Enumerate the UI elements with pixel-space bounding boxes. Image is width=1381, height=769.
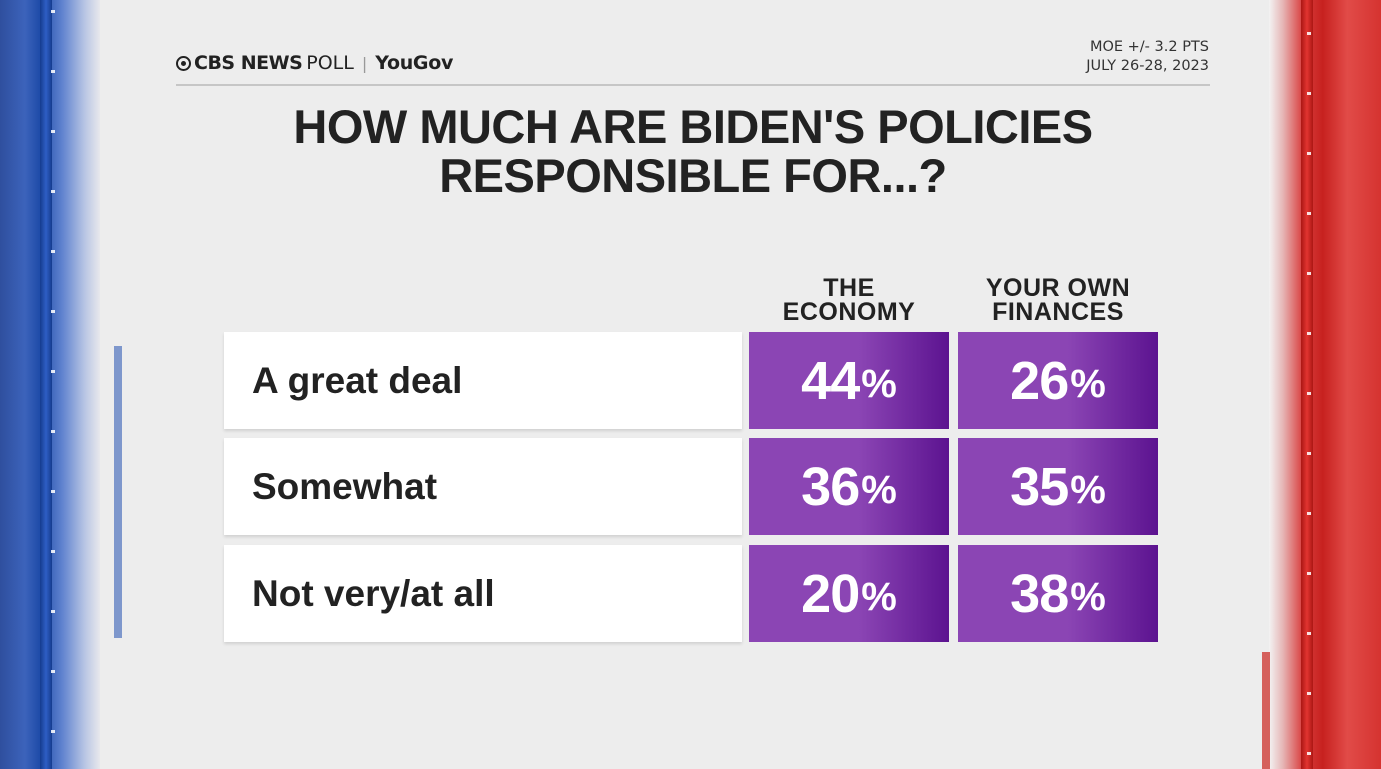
brand-primary: CBS NEWS bbox=[194, 52, 303, 74]
column-header-line: THE bbox=[823, 274, 875, 302]
row-label: A great deal bbox=[224, 332, 742, 429]
column-header-line: ECONOMY bbox=[782, 298, 916, 326]
chart-title-line-2: RESPONSIBLE FOR...? bbox=[439, 149, 947, 202]
left-rail bbox=[40, 0, 52, 769]
rail-tick bbox=[51, 610, 55, 613]
poll-dates: JULY 26-28, 2023 bbox=[1086, 58, 1209, 74]
right-rail bbox=[1301, 0, 1313, 769]
percent-sign: % bbox=[1070, 468, 1106, 512]
left-decoration-blue bbox=[0, 0, 100, 769]
rail-tick bbox=[1307, 272, 1311, 275]
column-header-line: FINANCES bbox=[992, 298, 1124, 326]
right-decoration-red bbox=[1269, 0, 1381, 769]
column-header-line: YOUR OWN bbox=[985, 274, 1131, 302]
value-number: 44 bbox=[801, 350, 860, 411]
left-accent-bar bbox=[114, 346, 122, 638]
poll-meta: MOE +/- 3.2 PTS JULY 26-28, 2023 bbox=[1086, 38, 1209, 76]
rail-tick bbox=[1307, 32, 1311, 35]
value-cell: 36% bbox=[749, 438, 949, 535]
chart-title-line-1: HOW MUCH ARE BIDEN'S POLICIES bbox=[293, 100, 1093, 153]
percent-sign: % bbox=[1070, 575, 1106, 619]
rail-tick bbox=[1307, 692, 1311, 695]
rail-tick bbox=[51, 130, 55, 133]
row-label: Not very/at all bbox=[224, 545, 742, 642]
value-cell: 44% bbox=[749, 332, 949, 429]
rail-tick bbox=[1307, 212, 1311, 215]
brand-logo: CBS NEWS POLL | YouGov bbox=[176, 52, 453, 74]
percent-sign: % bbox=[861, 468, 897, 512]
rail-tick bbox=[51, 490, 55, 493]
rail-tick bbox=[1307, 632, 1311, 635]
value-cell: 38% bbox=[958, 545, 1158, 642]
row-label: Somewhat bbox=[224, 438, 742, 535]
rail-tick bbox=[51, 310, 55, 313]
rail-tick bbox=[51, 250, 55, 253]
value-number: 20 bbox=[801, 563, 860, 624]
margin-of-error: MOE +/- 3.2 PTS bbox=[1089, 39, 1209, 55]
rail-tick bbox=[51, 670, 55, 673]
brand-separator: | bbox=[361, 53, 368, 73]
column-header-economy: THE ECONOMY bbox=[749, 274, 949, 326]
rail-tick bbox=[51, 10, 55, 13]
percent-sign: % bbox=[861, 362, 897, 406]
rail-tick bbox=[51, 190, 55, 193]
rail-tick bbox=[1307, 92, 1311, 95]
rail-tick bbox=[1307, 392, 1311, 395]
rail-tick bbox=[51, 550, 55, 553]
rail-tick bbox=[1307, 152, 1311, 155]
cbs-eye-icon bbox=[176, 55, 191, 71]
rail-tick bbox=[51, 370, 55, 373]
chart-title: HOW MUCH ARE BIDEN'S POLICIES RESPONSIBL… bbox=[176, 102, 1210, 200]
value-cell: 26% bbox=[958, 332, 1158, 429]
rail-tick bbox=[1307, 452, 1311, 455]
rail-tick bbox=[1307, 512, 1311, 515]
percent-sign: % bbox=[861, 575, 897, 619]
rail-tick bbox=[51, 70, 55, 73]
rail-tick bbox=[51, 730, 55, 733]
column-header-finances: YOUR OWN FINANCES bbox=[958, 274, 1158, 326]
value-number: 38 bbox=[1010, 563, 1069, 624]
brand-secondary: POLL bbox=[306, 52, 354, 74]
value-number: 36 bbox=[801, 456, 860, 517]
right-accent-bar bbox=[1262, 652, 1270, 769]
value-number: 35 bbox=[1010, 456, 1069, 517]
value-number: 26 bbox=[1010, 350, 1069, 411]
percent-sign: % bbox=[1070, 362, 1106, 406]
header-divider bbox=[176, 84, 1210, 86]
partner-name: YouGov bbox=[375, 52, 454, 74]
rail-tick bbox=[1307, 752, 1311, 755]
rail-tick bbox=[1307, 332, 1311, 335]
value-cell: 20% bbox=[749, 545, 949, 642]
value-cell: 35% bbox=[958, 438, 1158, 535]
rail-tick bbox=[1307, 572, 1311, 575]
rail-tick bbox=[51, 430, 55, 433]
